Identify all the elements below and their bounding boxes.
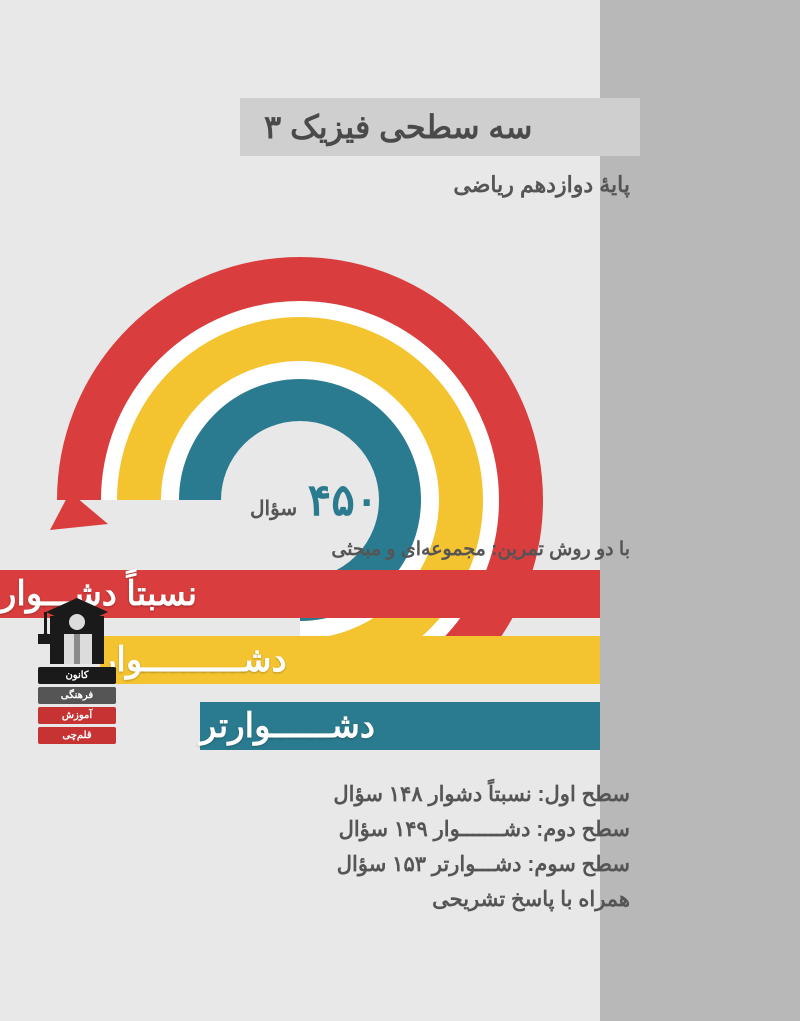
detail-line-2: سطح دوم: دشـــــــوار ۱۴۹ سؤال: [210, 817, 630, 842]
question-count: ۴۵۰ سؤال: [250, 475, 379, 526]
detail-line-1: سطح اول: نسبتاً دشوار ۱۴۸ سؤال: [210, 782, 630, 807]
detail-line-3: سطح سوم: دشـــوارتر ۱۵۳ سؤال: [210, 852, 630, 877]
badge-2: فرهنگی: [38, 687, 116, 704]
level-bar-3: دشــــــوارتر: [200, 702, 600, 750]
title-band: سه سطحی فیزیک ۳: [240, 98, 640, 156]
count-label: سؤال: [250, 498, 297, 520]
level-bar-2: دشــــــــــوار: [100, 636, 600, 684]
graduate-icon: [38, 598, 116, 668]
method-description: با دو روش تمرین: مجموعه‌ای و مبحثی: [331, 538, 630, 561]
publisher-mark: کانون فرهنگی آموزش قلم‌چی: [38, 598, 116, 738]
count-number: ۴۵۰: [308, 476, 379, 525]
badge-3: آموزش: [38, 707, 116, 724]
level-label-2: دشــــــــــوار: [100, 640, 287, 680]
level-details: سطح اول: نسبتاً دشوار ۱۴۸ سؤال سطح دوم: …: [210, 782, 630, 922]
book-title: سه سطحی فیزیک ۳: [264, 108, 532, 146]
badge-4: قلم‌چی: [38, 727, 116, 744]
badge-1: کانون: [38, 667, 116, 684]
publisher-badges: کانون فرهنگی آموزش قلم‌چی: [38, 667, 116, 744]
book-subtitle: پایهٔ دوازدهم ریاضی: [453, 172, 630, 198]
detail-line-4: همراه با پاسخ تشریحی: [210, 887, 630, 912]
level-label-3: دشــــــوارتر: [200, 706, 375, 746]
